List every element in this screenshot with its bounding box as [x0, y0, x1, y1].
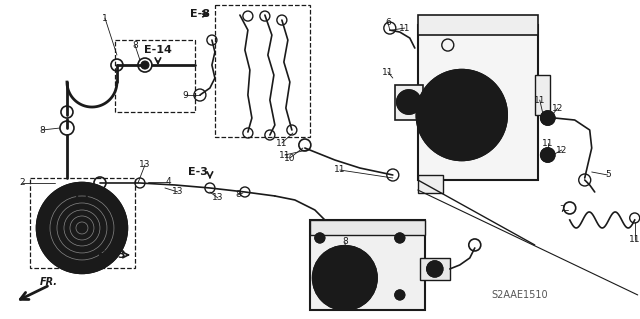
Bar	[418, 175, 443, 193]
Bar	[30, 178, 135, 268]
Text: 13: 13	[212, 194, 223, 203]
Circle shape	[315, 233, 325, 243]
Circle shape	[395, 233, 405, 243]
Bar	[310, 220, 425, 235]
Circle shape	[417, 70, 507, 160]
Bar	[115, 40, 195, 112]
Text: E-14: E-14	[144, 45, 172, 55]
Bar	[535, 75, 550, 115]
Text: 1: 1	[102, 14, 108, 23]
Circle shape	[395, 290, 405, 300]
Text: 11: 11	[382, 68, 394, 77]
Text: 8: 8	[39, 125, 45, 135]
Text: 11: 11	[334, 166, 346, 174]
Text: 11: 11	[629, 235, 640, 244]
Text: 3: 3	[335, 254, 340, 263]
Text: 12: 12	[556, 145, 568, 154]
Circle shape	[37, 183, 127, 273]
Text: E-8: E-8	[190, 9, 210, 19]
Text: 4: 4	[165, 177, 171, 187]
Text: 5: 5	[605, 170, 611, 180]
Text: 9: 9	[182, 91, 188, 100]
Circle shape	[427, 261, 443, 277]
Text: 11: 11	[399, 24, 411, 33]
Bar	[420, 258, 450, 280]
Text: 8: 8	[342, 237, 348, 247]
Text: 6: 6	[385, 18, 390, 26]
Circle shape	[141, 61, 149, 69]
Text: S2AAE1510: S2AAE1510	[492, 290, 548, 300]
Text: 7: 7	[559, 205, 564, 214]
Text: 13: 13	[172, 188, 184, 197]
Text: 8: 8	[235, 190, 241, 199]
Text: 11: 11	[276, 138, 287, 147]
Text: 13: 13	[139, 160, 150, 169]
Text: 11: 11	[542, 138, 554, 147]
Bar	[215, 5, 310, 137]
Text: FR.: FR.	[40, 277, 58, 287]
Circle shape	[541, 111, 555, 125]
Text: 2: 2	[19, 179, 25, 188]
Text: 10: 10	[284, 153, 296, 162]
Circle shape	[397, 90, 421, 114]
Bar	[395, 85, 423, 120]
Text: 11: 11	[279, 151, 291, 160]
Text: E-3: E-3	[188, 167, 208, 177]
Bar	[310, 220, 425, 310]
Bar	[418, 25, 538, 180]
Text: E-13: E-13	[98, 250, 125, 260]
Text: 12: 12	[552, 104, 563, 113]
Circle shape	[313, 246, 377, 310]
Text: 11: 11	[534, 95, 545, 105]
Bar	[418, 15, 538, 35]
Circle shape	[541, 148, 555, 162]
Text: 8: 8	[132, 41, 138, 49]
